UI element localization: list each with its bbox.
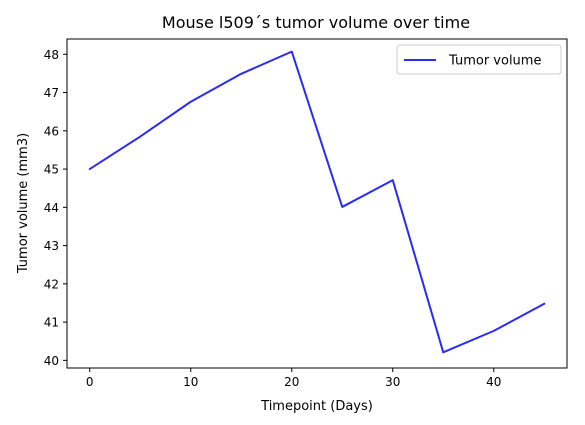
y-tick-label: 44 [44, 201, 59, 215]
y-tick-label: 46 [44, 124, 59, 138]
x-axis: 0 10 20 30 40 [86, 368, 501, 389]
y-tick-label: 45 [44, 163, 59, 177]
y-tick-label: 40 [44, 354, 59, 368]
legend-box [396, 44, 562, 75]
legend: Tumor volume [396, 44, 562, 75]
x-tick-label: 20 [284, 375, 299, 389]
y-axis: 40 41 42 43 44 45 46 47 48 [44, 48, 67, 368]
x-tick-label: 0 [86, 375, 94, 389]
x-tick-label: 30 [385, 375, 400, 389]
legend-label: Tumor volume [448, 54, 541, 69]
y-tick-label: 41 [44, 316, 59, 330]
series-layer [88, 50, 546, 354]
y-tick-label: 47 [44, 86, 59, 100]
x-tick-label: 10 [183, 375, 198, 389]
plot-area-frame [66, 38, 568, 369]
y-axis-label: Tumor volume (mm3) [16, 133, 31, 274]
x-tick-label: 40 [486, 375, 501, 389]
y-tick-label: 42 [44, 277, 59, 291]
series-line-0 [88, 50, 546, 354]
y-tick-label: 43 [44, 239, 59, 253]
chart-title: Mouse l509´s tumor volume over time [162, 13, 470, 32]
y-tick-label: 48 [44, 48, 59, 62]
x-axis-label: Timepoint (Days) [260, 399, 373, 414]
